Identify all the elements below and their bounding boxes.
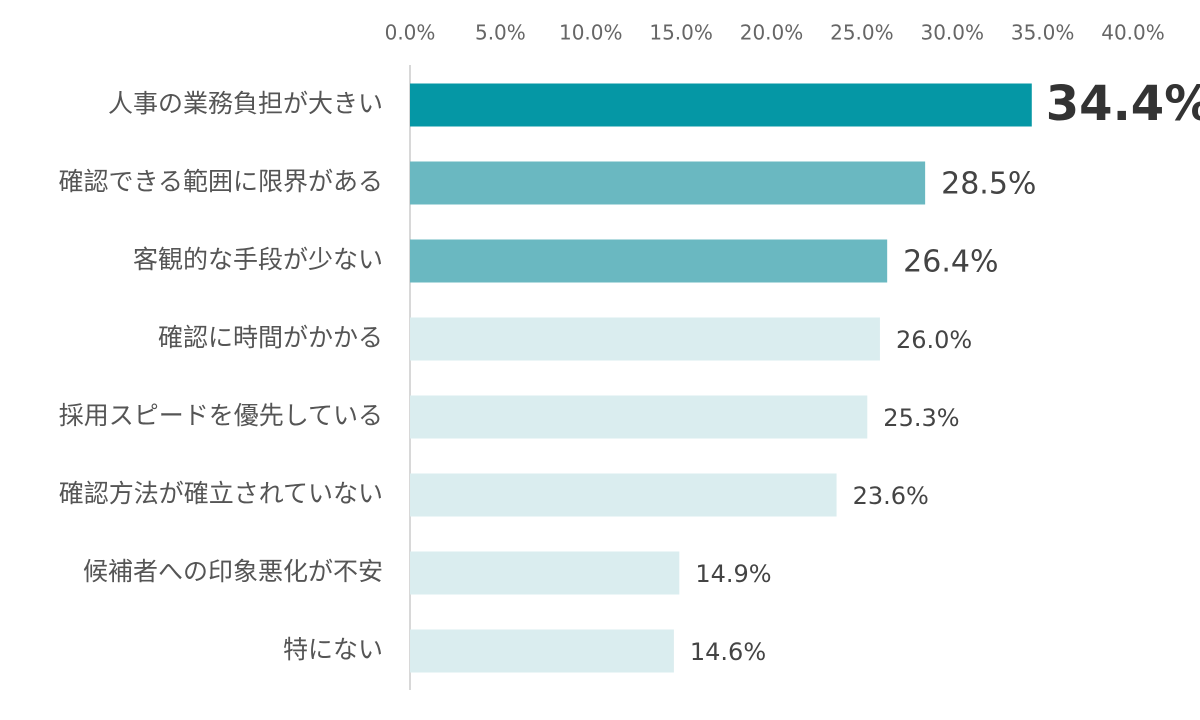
category-label: 確認方法が確立されていない: [59, 479, 383, 508]
category-label: 特にない: [283, 635, 383, 664]
bar: [410, 551, 680, 595]
x-tick-label: 40.0%: [1101, 21, 1165, 45]
x-tick-label: 35.0%: [1011, 21, 1075, 45]
bar: [410, 317, 880, 361]
bar: [410, 239, 888, 283]
value-label: 25.3%: [883, 404, 959, 432]
x-tick-label: 15.0%: [649, 21, 713, 45]
category-label: 人事の業務負担が大きい: [108, 89, 383, 118]
value-label: 23.6%: [853, 482, 929, 510]
bar: [410, 629, 674, 673]
value-label: 34.4%: [1046, 76, 1200, 132]
x-tick-label: 20.0%: [740, 21, 804, 45]
value-label: 14.9%: [695, 560, 771, 588]
bar: [410, 395, 868, 439]
bar: [410, 83, 1032, 127]
bar: [410, 161, 926, 205]
bar: [410, 473, 837, 517]
category-label: 確認できる範囲に限界がある: [58, 167, 383, 196]
x-tick-label: 0.0%: [385, 21, 436, 45]
value-label: 26.4%: [903, 245, 998, 280]
x-tick-label: 10.0%: [559, 21, 623, 45]
category-label: 確認に時間がかかる: [158, 323, 383, 352]
x-tick-label: 5.0%: [475, 21, 526, 45]
category-label: 客観的な手段が少ない: [133, 245, 383, 274]
x-tick-label: 25.0%: [830, 21, 894, 45]
category-label: 候補者への印象悪化が不安: [83, 557, 383, 586]
value-label: 28.5%: [941, 167, 1036, 202]
x-tick-label: 30.0%: [920, 21, 984, 45]
value-label: 26.0%: [896, 326, 972, 354]
category-label: 採用スピードを優先している: [59, 401, 383, 430]
value-label: 14.6%: [690, 638, 766, 666]
